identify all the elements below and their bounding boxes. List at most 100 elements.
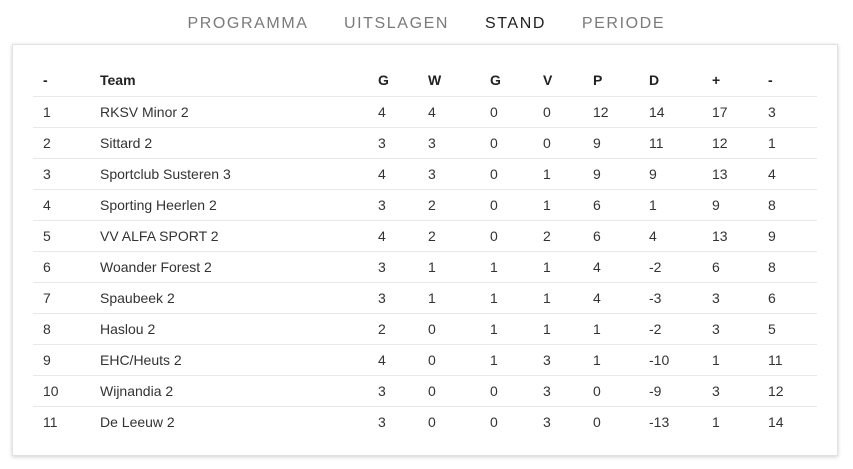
cell-played: 3 bbox=[368, 127, 418, 159]
cell-drawn: 1 bbox=[480, 251, 533, 283]
cell-goals-for: 17 bbox=[702, 96, 758, 128]
header-points: P bbox=[583, 64, 639, 97]
cell-position: 4 bbox=[33, 189, 90, 221]
cell-drawn: 0 bbox=[490, 414, 498, 430]
cell-goals-for: 3 bbox=[702, 375, 758, 407]
cell-goal-difference: -9 bbox=[639, 375, 702, 407]
cell-goals-for: 3 bbox=[702, 282, 758, 314]
header-team: Team bbox=[90, 64, 368, 97]
cell-goals-against: 12 bbox=[758, 375, 817, 407]
cell-goals-for: 9 bbox=[702, 189, 758, 221]
cell-goals-for: 13 bbox=[702, 220, 758, 252]
table-row: 11 De Leeuw 2 3 0 0 3 0 -13 1 14 bbox=[33, 407, 817, 438]
header-position: - bbox=[33, 64, 90, 97]
cell-goal-difference: -3 bbox=[639, 282, 702, 314]
cell-drawn: 0 bbox=[480, 189, 533, 221]
table-row: 3 Sportclub Susteren 3 4 3 0 1 9 9 13 4 bbox=[33, 158, 817, 190]
cell-played: 3 bbox=[368, 189, 418, 221]
table-row: 1 RKSV Minor 2 4 4 0 0 12 14 17 3 bbox=[33, 96, 817, 128]
cell-played: 3 bbox=[368, 375, 418, 407]
cell-played: 4 bbox=[368, 344, 418, 376]
cell-team: Sportclub Susteren 3 bbox=[90, 158, 368, 190]
cell-drawn: 1 bbox=[480, 313, 533, 345]
cell-goals-against: 8 bbox=[758, 189, 817, 221]
cell-position: 7 bbox=[33, 282, 90, 314]
cell-goal-difference: -13 bbox=[649, 414, 670, 430]
table-row: 2 Sittard 2 3 3 0 0 9 11 12 1 bbox=[33, 127, 817, 159]
cell-points: 0 bbox=[583, 375, 639, 407]
cell-points: 0 bbox=[593, 414, 601, 430]
cell-lost: 1 bbox=[533, 313, 583, 345]
cell-team: EHC/Heuts 2 bbox=[90, 344, 368, 376]
tab-uitslagen[interactable]: UITSLAGEN bbox=[343, 15, 450, 32]
cell-points: 9 bbox=[583, 127, 639, 159]
cell-goals-for: 12 bbox=[702, 127, 758, 159]
cell-goals-against: 1 bbox=[758, 127, 817, 159]
cell-won: 0 bbox=[418, 344, 480, 376]
cell-position: 10 bbox=[33, 375, 90, 407]
cell-lost: 0 bbox=[533, 96, 583, 128]
cell-goal-difference: -10 bbox=[639, 344, 702, 376]
cell-goals-for: 1 bbox=[702, 344, 758, 376]
cell-goal-difference: -2 bbox=[639, 251, 702, 283]
cell-position: 6 bbox=[33, 251, 90, 283]
cell-drawn: 0 bbox=[480, 127, 533, 159]
tab-stand[interactable]: STAND bbox=[466, 15, 565, 45]
cell-position: 3 bbox=[33, 158, 90, 190]
cell-drawn: 1 bbox=[480, 282, 533, 314]
cell-position: 2 bbox=[33, 127, 90, 159]
cell-played: 3 bbox=[368, 251, 418, 283]
cell-drawn: 0 bbox=[480, 158, 533, 190]
cell-goal-difference: 1 bbox=[639, 189, 702, 221]
cell-played: 4 bbox=[368, 96, 418, 128]
cell-position: 11 bbox=[43, 414, 58, 430]
cell-team: Woander Forest 2 bbox=[90, 251, 368, 283]
cell-points: 1 bbox=[583, 313, 639, 345]
cell-won: 0 bbox=[428, 414, 436, 430]
tab-programma[interactable]: PROGRAMMA bbox=[187, 15, 309, 32]
cell-points: 1 bbox=[583, 344, 639, 376]
cell-lost: 0 bbox=[533, 127, 583, 159]
cell-goals-for: 1 bbox=[712, 414, 720, 430]
cell-goal-difference: 11 bbox=[639, 127, 702, 159]
cell-drawn: 0 bbox=[480, 220, 533, 252]
cell-lost: 1 bbox=[533, 158, 583, 190]
cell-lost: 3 bbox=[533, 344, 583, 376]
cell-goal-difference: 9 bbox=[639, 158, 702, 190]
cell-won: 1 bbox=[418, 251, 480, 283]
header-lost: V bbox=[533, 64, 583, 97]
cell-won: 0 bbox=[418, 313, 480, 345]
cell-lost: 1 bbox=[533, 251, 583, 283]
cell-goal-difference: -2 bbox=[639, 313, 702, 345]
cell-played: 3 bbox=[378, 414, 386, 430]
cell-goals-against: 3 bbox=[758, 96, 817, 128]
cell-won: 2 bbox=[418, 189, 480, 221]
cell-won: 2 bbox=[418, 220, 480, 252]
header-goal-difference: D bbox=[639, 64, 702, 97]
cell-team: Sporting Heerlen 2 bbox=[90, 189, 368, 221]
cell-drawn: 1 bbox=[480, 344, 533, 376]
cell-played: 2 bbox=[368, 313, 418, 345]
cell-played: 4 bbox=[368, 158, 418, 190]
cell-won: 4 bbox=[418, 96, 480, 128]
cell-points: 12 bbox=[583, 96, 639, 128]
table-row: 7 Spaubeek 2 3 1 1 1 4 -3 3 6 bbox=[33, 282, 817, 314]
cell-played: 4 bbox=[368, 220, 418, 252]
cell-lost: 1 bbox=[533, 189, 583, 221]
header-drawn: G bbox=[480, 64, 533, 97]
cell-position: 5 bbox=[33, 220, 90, 252]
table-row: 10 Wijnandia 2 3 0 0 3 0 -9 3 12 bbox=[33, 375, 817, 407]
cell-goal-difference: 4 bbox=[639, 220, 702, 252]
cell-goals-against: 6 bbox=[758, 282, 817, 314]
cell-team: RKSV Minor 2 bbox=[90, 96, 368, 128]
cell-points: 6 bbox=[583, 220, 639, 252]
table-row: 9 EHC/Heuts 2 4 0 1 3 1 -10 1 11 bbox=[33, 344, 817, 376]
cell-won: 1 bbox=[418, 282, 480, 314]
table-row: 6 Woander Forest 2 3 1 1 1 4 -2 6 8 bbox=[33, 251, 817, 283]
cell-points: 4 bbox=[583, 282, 639, 314]
tab-periode[interactable]: PERIODE bbox=[581, 15, 666, 32]
cell-points: 4 bbox=[583, 251, 639, 283]
